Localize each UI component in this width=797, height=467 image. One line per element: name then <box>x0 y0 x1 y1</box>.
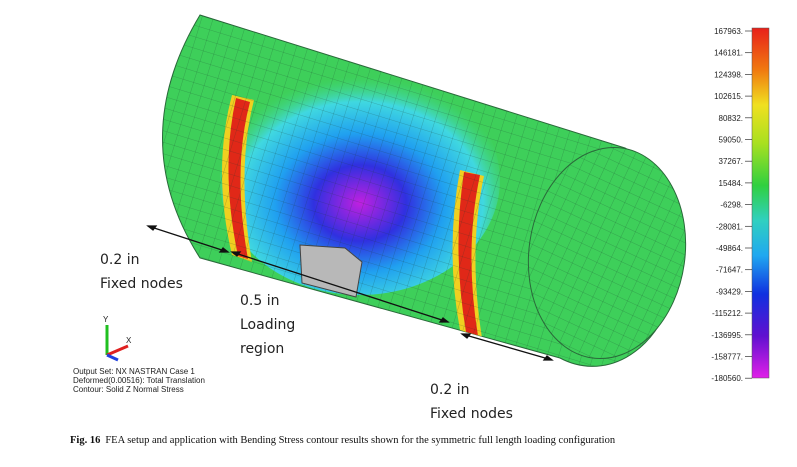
triad-y: Y <box>103 315 109 324</box>
annotation-line: 0.2 in <box>100 252 139 268</box>
annotations: 0.2 in Fixed nodes 0.5 in Loading region 0.2 … <box>100 252 513 422</box>
caption-label: Fig. 16 <box>70 435 100 446</box>
colorbar-label: -136995. <box>711 331 743 340</box>
colorbar-label: -93429. <box>716 287 743 296</box>
annotation-line: 0.2 in <box>430 382 469 398</box>
colorbar-label: 15484. <box>719 179 743 188</box>
dimension-arrows <box>146 225 554 361</box>
colorbar-labels: 167963. 146181. 124398. 102615. 80832. 59050.… <box>711 27 752 383</box>
colorbar-label: 124398. <box>714 70 743 79</box>
colorbar-label: -180560. <box>711 374 743 383</box>
axis-triad: Y X <box>103 315 132 362</box>
colorbar-label: -71647. <box>716 266 743 275</box>
colorbar-label: 59050. <box>719 136 743 145</box>
caption: Fig. 16 FEA setup and application with Be… <box>70 435 616 446</box>
colorbar-label: -115212. <box>712 309 743 318</box>
output-info: Output Set: NX NASTRAN Case 1Deformed(0.… <box>73 367 205 394</box>
output-info-line: Deformed(0.00516): Total Translation <box>73 376 205 385</box>
colorbar-label: 146181. <box>714 49 743 58</box>
annotation-line: 0.5 in <box>240 293 279 309</box>
caption-text: FEA setup and application with Bending S… <box>105 435 616 446</box>
output-info-line: Output Set: NX NASTRAN Case 1 <box>73 367 195 376</box>
colorbar-label: -49864. <box>716 244 743 253</box>
annotation-line: region <box>240 341 284 357</box>
colorbar-label: -28081. <box>716 222 743 231</box>
colorbar-label: 80832. <box>719 114 743 123</box>
colorbar-label: -6298. <box>720 201 743 210</box>
annotation-line: Fixed nodes <box>100 276 183 292</box>
triad-x: X <box>126 336 132 345</box>
annotation-line: Loading <box>240 317 295 333</box>
colorbar-label: 102615. <box>714 92 743 101</box>
annotation-line: Fixed nodes <box>430 406 513 422</box>
output-info-line: Contour: Solid Z Normal Stress <box>73 385 184 394</box>
colorbar-label: 167963. <box>714 27 743 36</box>
colorbar-label: -158777. <box>711 353 743 362</box>
colorbar-label: 37267. <box>719 157 743 166</box>
colorbar <box>751 27 770 379</box>
